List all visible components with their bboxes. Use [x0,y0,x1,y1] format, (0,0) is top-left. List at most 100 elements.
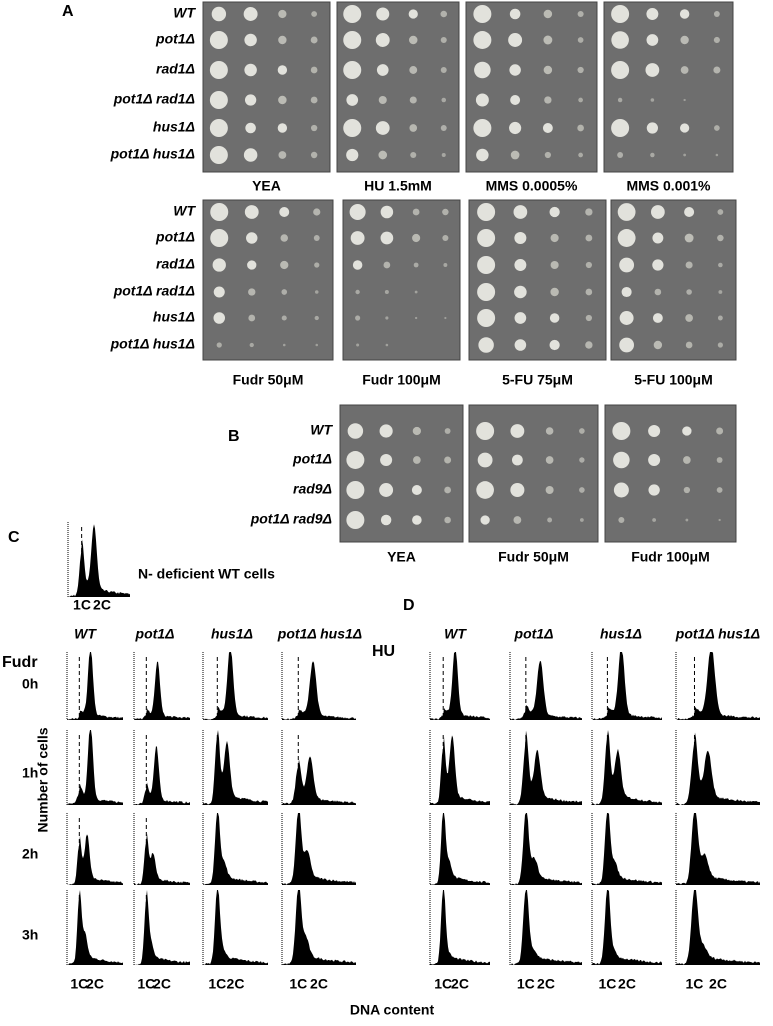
colony-spot [545,427,554,435]
colony-spot [685,518,689,522]
colony-spot [244,94,257,106]
colony-spot [510,424,525,438]
colony-spot [646,8,659,20]
colony-spot [473,31,492,49]
colony-spot [380,231,394,245]
colony-spot [412,208,420,216]
colony-spot [349,203,366,221]
tick-label: 1C [517,976,535,992]
condition-label: 5-FU 100μM [634,372,713,388]
colony-spot [213,286,225,298]
colony-spot [653,340,663,350]
colony-spot [346,94,359,106]
colony-spot [246,232,258,244]
tick-label: 1C [686,976,704,992]
plate [468,199,607,361]
column-header: pot1Δ hus1Δ [675,626,760,642]
colony-spot [509,8,521,20]
plate [342,199,461,361]
colony-spot [543,35,553,45]
colony-spot [379,424,393,438]
condition-label: MMS 0.001% [626,178,711,194]
colony-spot [578,152,583,158]
colony-spot [314,315,319,321]
colony-spot [343,5,362,23]
colony-spot [279,207,290,217]
condition-label: MMS 0.0005% [486,178,578,194]
tick-label: 2C [93,597,111,613]
colony-spot [510,150,520,160]
colony-spot [441,152,446,158]
colony-spot [209,146,228,164]
tick-label: 2C [618,976,636,992]
colony-spot [473,5,492,23]
colony-spot [248,314,256,322]
tick-label: 1C [434,976,452,992]
colony-spot [652,313,663,323]
panel-label: D [403,597,415,614]
strain-label: pot1Δ rad9Δ [250,511,332,527]
colony-spot [542,123,553,133]
strain-label: pot1Δ [155,31,195,47]
colony-spot [281,289,288,295]
colony-spot [414,290,418,294]
column-header: hus1Δ [600,626,642,642]
colony-spot [408,35,418,45]
colony-spot [346,481,365,499]
colony-spot [621,286,632,298]
colony-spot [717,342,723,348]
colony-spot [508,33,523,47]
histogram [676,890,760,965]
colony-spot [310,66,318,74]
colony-spot [578,97,583,103]
column-header: pot1Δ hus1Δ [277,626,362,642]
column-header: WT [444,626,467,642]
strain-label: WT [173,5,196,21]
colony-spot [412,426,422,436]
colony-spot [585,261,592,269]
colony-spot [376,64,389,76]
strain-label: pot1Δ [292,451,332,467]
strain-label: pot1Δ [155,229,195,245]
colony-spot [683,153,686,157]
colony-spot [444,486,451,494]
colony-spot [619,311,634,325]
colony-spot [514,259,527,271]
panel-label: B [228,428,240,445]
colony-spot [413,456,421,464]
histogram [592,890,662,965]
colony-spot [210,203,229,221]
colony-spot [611,31,629,49]
colony-spot [513,516,522,524]
colony-spot [385,316,389,320]
histogram [67,730,123,805]
colony-spot [248,288,256,296]
colony-spot [717,209,724,215]
colony-spot [442,208,449,216]
colony-spot [216,342,222,348]
colony-spot [475,93,489,107]
tick-label: 1C [598,976,616,992]
colony-spot [476,422,495,440]
colony-spot [346,451,365,469]
colony-spot [440,67,447,73]
colony-spot [209,61,228,79]
colony-spot [585,341,593,349]
colony-spot [278,35,287,45]
tick-label: 2C [537,976,555,992]
strain-label: rad1Δ [156,256,195,272]
plate [336,1,460,173]
colony-spot [685,261,693,269]
panel-label: C [8,529,20,546]
plate [610,199,737,361]
colony-spot [355,289,360,295]
colony-spot [411,484,422,496]
colony-spot [683,456,691,464]
colony-spot [680,123,690,133]
colony-spot [612,422,631,440]
column-header: pot1Δ [514,626,554,642]
colony-spot [510,95,521,105]
plate [465,1,598,173]
histogram [67,652,123,720]
colony-spot [444,516,451,524]
